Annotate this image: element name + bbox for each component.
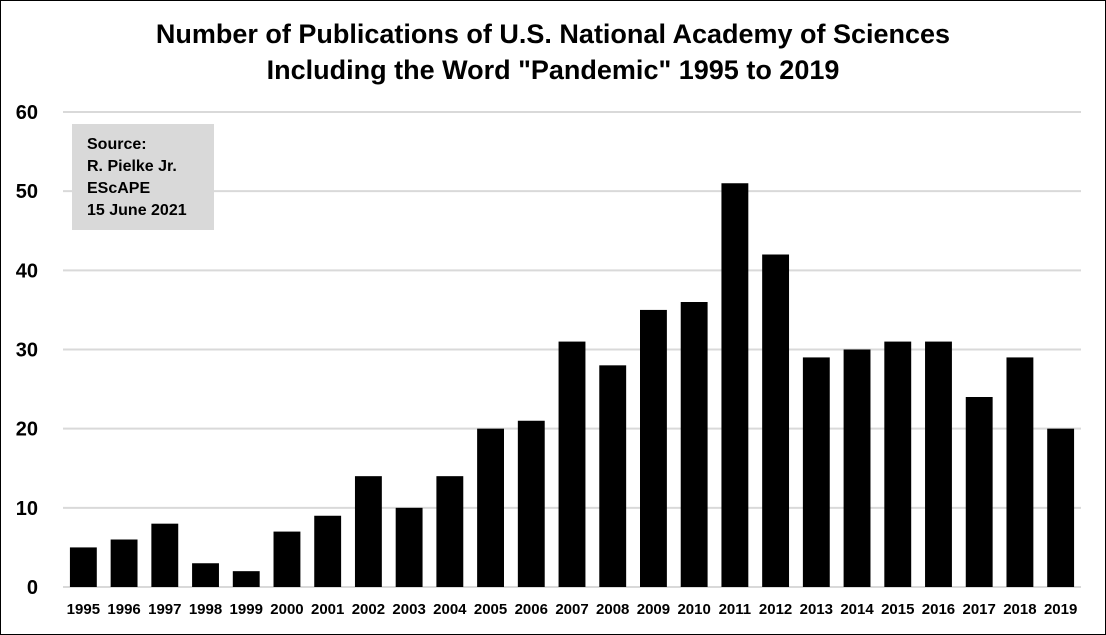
bar-2002 [354,476,382,587]
y-tick-label: 50 [16,181,38,203]
bar-2011 [721,183,749,587]
source-note-line: 15 June 2021 [87,202,187,219]
source-note-line: EScAPE [87,180,151,197]
x-tick-label: 2012 [759,601,792,618]
x-tick-label: 2017 [963,601,996,618]
y-axis-tick-labels: 0 10 20 30 40 50 60 [16,102,38,599]
x-tick-label: 2014 [840,601,874,618]
x-tick-label: 2003 [392,601,425,618]
x-tick-label: 2004 [433,601,467,618]
x-tick-label: 1996 [107,601,140,618]
bar-2005 [477,428,504,587]
bar-1998 [192,563,219,587]
bar-2016 [925,341,952,587]
chart-title-line-2: Including the Word "Pandemic" 1995 to 20… [266,55,840,85]
y-tick-label: 0 [27,577,38,599]
bar-2003 [395,507,423,587]
bar-2007 [558,341,586,587]
y-tick-label: 40 [16,260,38,282]
bar-2013 [802,357,830,587]
x-tick-label: 1995 [67,601,100,618]
x-tick-label: 2007 [555,601,588,618]
bar-2019 [1047,428,1075,587]
y-tick-label: 30 [16,340,38,362]
bar-2014 [843,349,871,587]
source-note-box: Source: R. Pielke Jr. EScAPE 15 June 202… [72,124,214,230]
bar-2010 [680,302,708,587]
bar-2001 [314,515,342,587]
x-tick-label: 2018 [1003,601,1036,618]
x-tick-label: 2009 [637,601,670,618]
bars [69,183,1075,587]
bar-2017 [965,397,993,587]
x-tick-label: 1997 [148,601,181,618]
x-tick-label: 2005 [474,601,507,618]
source-note-line: R. Pielke Jr. [87,158,177,175]
chart-title-line-1: Number of Publications of U.S. National … [155,19,951,49]
x-tick-label: 2001 [311,601,344,618]
x-axis-tick-labels: 1995 1996 1997 1998 1999 2000 2001 2002 2003 2004… [67,601,1078,618]
x-tick-label: 2019 [1044,601,1077,618]
bar-2012 [762,254,790,587]
x-tick-label: 2002 [352,601,385,618]
y-tick-label: 20 [16,419,38,441]
x-tick-label: 2016 [922,601,955,618]
bar-2015 [884,341,912,587]
x-tick-label: 1998 [189,601,222,618]
x-tick-label: 2013 [800,601,833,618]
bar-1997 [151,523,179,587]
y-tick-label: 60 [16,102,38,124]
bar-2006 [517,420,545,587]
bar-1999 [232,571,260,587]
x-tick-label: 2006 [515,601,548,618]
y-tick-label: 10 [16,498,38,520]
x-tick-label: 2008 [596,601,629,618]
source-note-line: Source: [87,136,147,153]
bar-2009 [640,309,667,587]
x-tick-label: 2000 [270,601,303,618]
x-tick-label: 1999 [230,601,263,618]
bar-1995 [69,547,97,587]
x-tick-label: 2010 [677,601,710,618]
x-tick-label: 2011 [719,601,752,618]
bar-1996 [110,539,138,587]
bar-2000 [273,531,301,587]
bar-2008 [599,365,627,587]
x-tick-label: 2015 [881,601,914,618]
bar-2004 [436,476,464,587]
bar-2018 [1006,357,1034,587]
